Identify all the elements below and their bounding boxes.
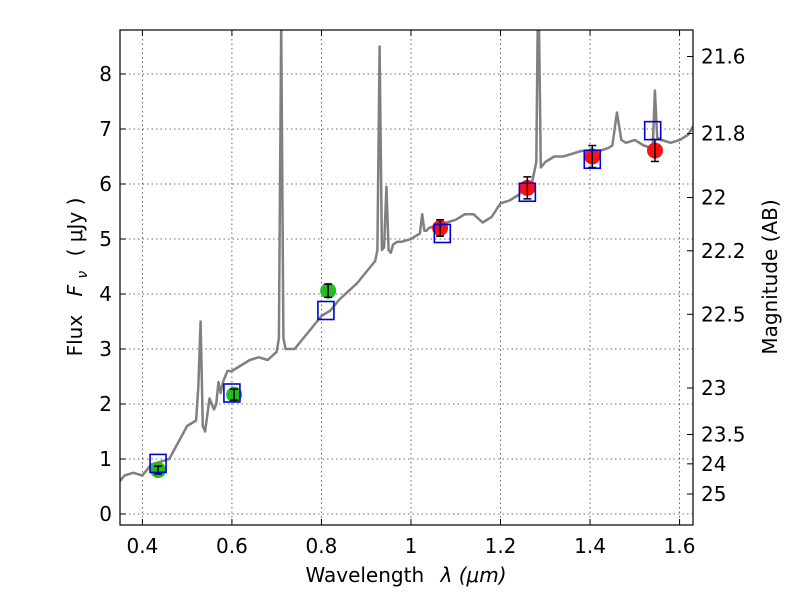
y-tick-label: 3: [99, 337, 112, 361]
x-tick-label: 1.4: [574, 534, 606, 558]
model-photometry-square: [223, 383, 241, 403]
y-tick-label: 0: [99, 502, 112, 526]
y-tick-label: 4: [99, 282, 112, 306]
axis-labels: Wavelength λ (μm) Flux F ν ( μJy ) Magni…: [63, 198, 782, 587]
y2-tick-label: 25: [701, 482, 726, 506]
model-photometry-square: [149, 453, 167, 474]
y-tick-label: 5: [99, 227, 112, 251]
x-tick-label: 0.6: [216, 534, 248, 558]
x-axis-label-symbol: λ (μm): [440, 563, 507, 587]
x-tick-label: 1: [405, 534, 418, 558]
y2-tick-label: 21.8: [701, 121, 746, 145]
x-tick-label: 1.2: [485, 534, 517, 558]
y-tick-label: 8: [99, 62, 112, 86]
y2-axis-label: Magnitude (AB): [758, 199, 782, 354]
y2-tick-label: 22.5: [701, 302, 746, 326]
x-tick-label: 0.4: [126, 534, 158, 558]
grid: [120, 30, 693, 525]
model-photometry-square: [643, 120, 662, 141]
y-tick-label: 1: [99, 447, 112, 471]
x-tick-label: 1.6: [664, 534, 696, 558]
ticks: 0.4 0.6 0.8 1 1.2 1.4 1.601234567821.621.82222…: [99, 30, 746, 558]
y2-tick-label: 21.6: [701, 45, 746, 69]
model-photometry-square: [583, 149, 602, 170]
model-photometry-square: [317, 300, 335, 321]
sed-model-line: [120, 30, 693, 482]
sed-layer: [120, 30, 693, 482]
plot-frame: [119, 29, 694, 526]
x-axis-label: Wavelength λ (μm): [305, 563, 506, 587]
y2-tick-label: 22.2: [701, 239, 746, 263]
y-axis-label-subscript: ν: [75, 271, 91, 279]
y2-tick-label: 23.5: [701, 423, 746, 447]
y-axis-label-units: ( μJy ): [63, 198, 87, 257]
y-tick-label: 2: [99, 392, 112, 416]
y-axis-label: Flux F ν ( μJy ): [63, 198, 92, 357]
x-axis-label-text: Wavelength: [305, 563, 424, 587]
model-photometry-square: [518, 182, 537, 203]
y2-tick-label: 22: [701, 186, 726, 210]
y-tick-label: 7: [99, 117, 112, 141]
y-tick-label: 6: [99, 172, 112, 196]
y2-tick-label: 23: [701, 376, 726, 400]
y-axis-label-text: Flux: [63, 315, 87, 357]
y-axis-label-symbol: F: [63, 284, 87, 296]
x-tick-label: 0.8: [306, 534, 338, 558]
model-photometry-square: [433, 223, 452, 244]
photometry-layer: [149, 120, 663, 478]
y2-tick-label: 24: [701, 452, 726, 476]
